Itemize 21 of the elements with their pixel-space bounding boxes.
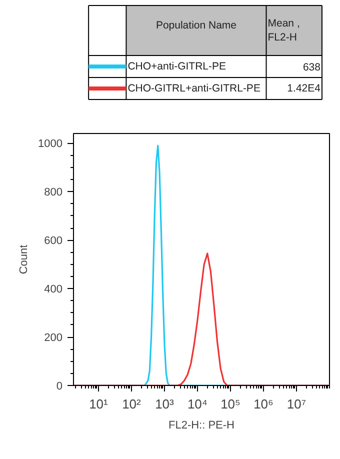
x-tick-label: 10³ bbox=[155, 396, 175, 412]
y-tick-label: 800 bbox=[44, 186, 63, 199]
y-tick-label: 400 bbox=[44, 284, 63, 296]
legend-title: Population Name bbox=[156, 20, 237, 32]
y-tick-label: 600 bbox=[44, 235, 63, 248]
y-tick-label: 0 bbox=[56, 380, 63, 392]
legend-label: CHO-GITRL+anti-GITRL-PE bbox=[128, 82, 260, 94]
x-tick-label: 10⁵ bbox=[220, 396, 240, 412]
y-tick-label: 200 bbox=[44, 332, 63, 344]
text: 638 bbox=[302, 62, 321, 74]
text: Mean , FL2-H bbox=[268, 17, 300, 44]
x-axis-title: FL2-H:: PE-H bbox=[168, 420, 235, 432]
text: 1.42E4 bbox=[287, 82, 321, 94]
legend-label: CHO+anti-GITRL-PE bbox=[128, 60, 226, 72]
y-axis-title: Count bbox=[18, 244, 30, 274]
x-tick-label: 10⁶ bbox=[254, 396, 274, 412]
x-tick-label: 10¹ bbox=[89, 396, 109, 412]
x-tick-label: 10⁴ bbox=[187, 396, 208, 412]
x-tick-label: 10² bbox=[122, 396, 142, 412]
y-tick-label: 1000 bbox=[38, 138, 63, 150]
x-tick-label: 10⁷ bbox=[286, 396, 306, 412]
